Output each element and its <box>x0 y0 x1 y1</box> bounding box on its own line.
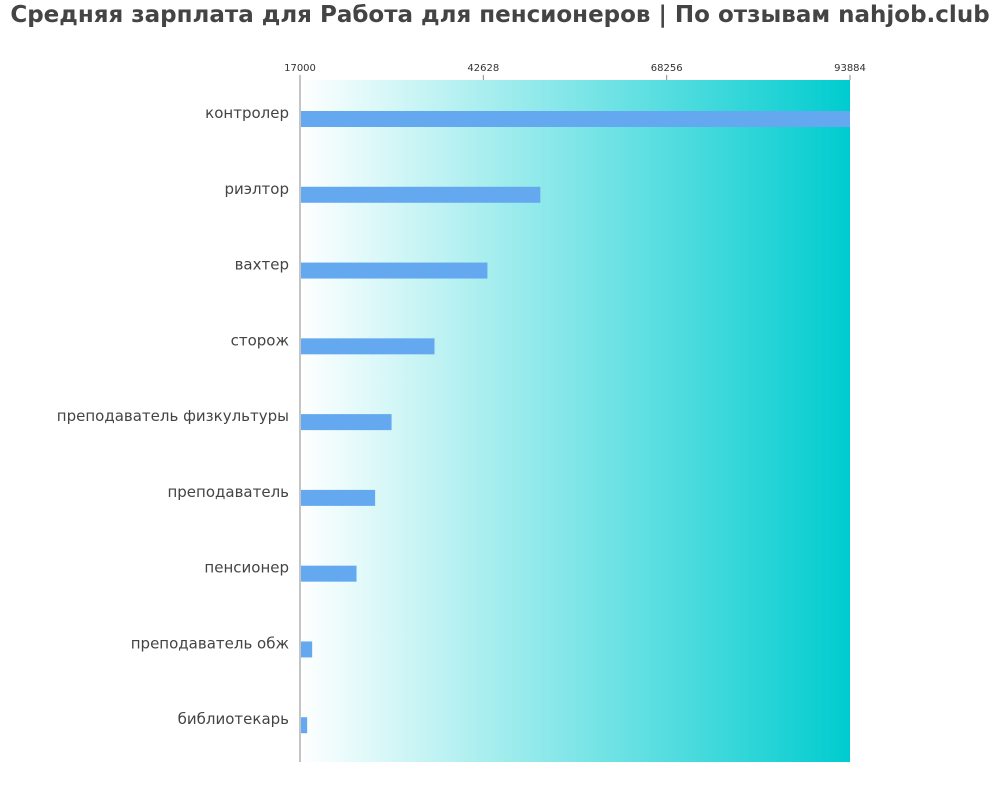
bar <box>301 565 357 582</box>
category-label: преподаватель <box>167 483 289 501</box>
category-label: контролер <box>205 104 289 122</box>
x-tick-label: 17000 <box>284 63 316 74</box>
bar <box>301 717 308 734</box>
x-tick-label: 42628 <box>467 63 499 74</box>
category-label: библиотекарь <box>178 710 289 728</box>
bar <box>301 489 376 506</box>
x-tick-label: 68256 <box>651 63 683 74</box>
bar <box>301 262 488 279</box>
bar <box>301 111 850 127</box>
bar <box>301 338 435 355</box>
category-labels: контролер риэлтор вахтер сторож преподавател… <box>57 104 289 728</box>
category-label: сторож <box>231 331 289 349</box>
bar <box>301 641 313 658</box>
bars <box>301 111 850 734</box>
category-label: риэлтор <box>224 180 289 198</box>
category-label: вахтер <box>235 256 289 274</box>
category-label: пенсионер <box>204 559 289 577</box>
chart-title: Средняя зарплата для Работа для пенсионе… <box>10 2 990 28</box>
x-tick-label: 93884 <box>834 63 866 74</box>
category-label: преподаватель физкультуры <box>57 407 289 425</box>
bar <box>301 186 541 203</box>
x-axis-ticks: 17000 42628 68256 93884 <box>284 63 866 80</box>
category-label: преподаватель обж <box>131 634 289 652</box>
bar <box>301 414 392 431</box>
